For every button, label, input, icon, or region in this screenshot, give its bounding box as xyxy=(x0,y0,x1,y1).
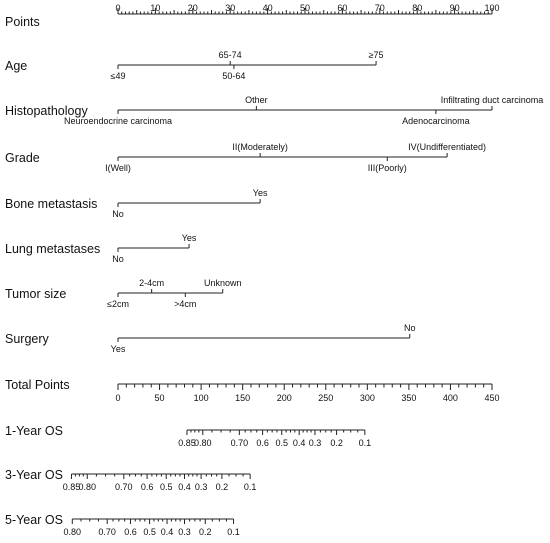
points-tick-label: 70 xyxy=(375,3,385,13)
total-tick-label: 100 xyxy=(194,393,209,403)
level-label-tumor-size: >4cm xyxy=(174,299,196,309)
points-tick-label: 40 xyxy=(263,3,273,13)
total-tick-label: 0 xyxy=(115,393,120,403)
total-points-label: Total Points xyxy=(5,378,70,392)
level-label-histopathology: Adenocarcinoma xyxy=(402,116,470,126)
points-tick-label: 10 xyxy=(150,3,160,13)
survival-tick-label-3-year-os: 0.5 xyxy=(160,482,173,492)
survival-tick-label-5-year-os: 0.4 xyxy=(161,527,174,537)
level-label-grade: I(Well) xyxy=(105,163,131,173)
points-tick-label: 50 xyxy=(300,3,310,13)
survival-tick-label-5-year-os: 0.2 xyxy=(199,527,212,537)
level-label-histopathology: Neuroendocrine carcinoma xyxy=(64,116,172,126)
level-label-surgery: Yes xyxy=(111,344,126,354)
points-tick-label: 30 xyxy=(225,3,235,13)
survival-tick-label-1-year-os: 0.6 xyxy=(256,438,269,448)
survival-tick-label-5-year-os: 0.3 xyxy=(178,527,191,537)
level-label-surgery: No xyxy=(404,323,416,333)
level-label-histopathology: Other xyxy=(245,95,268,105)
survival-tick-label-1-year-os: 0.1 xyxy=(359,438,372,448)
survival-label-5-year-os: 5-Year OS xyxy=(5,513,63,527)
survival-tick-label-1-year-os: 0.85 xyxy=(178,438,196,448)
level-label-age: ≥75 xyxy=(369,50,384,60)
survival-tick-label-5-year-os: 0.6 xyxy=(124,527,137,537)
survival-tick-label-3-year-os: 0.6 xyxy=(141,482,154,492)
points-tick-label: 100 xyxy=(484,3,499,13)
total-tick-label: 450 xyxy=(484,393,499,403)
points-tick-label: 80 xyxy=(412,3,422,13)
level-label-grade: IV(Undifferentiated) xyxy=(408,142,486,152)
variable-label-age: Age xyxy=(5,59,27,73)
level-label-bone-metastasis: No xyxy=(112,209,124,219)
survival-tick-label-1-year-os: 0.2 xyxy=(330,438,343,448)
variable-label-surgery: Surgery xyxy=(5,332,50,346)
level-label-age: ≤49 xyxy=(111,71,126,81)
survival-tick-label-3-year-os: 0.3 xyxy=(195,482,208,492)
level-label-histopathology: Infiltrating duct carcinoma xyxy=(441,95,544,105)
survival-tick-label-5-year-os: 0.80 xyxy=(64,527,82,537)
survival-tick-label-1-year-os: 0.80 xyxy=(194,438,212,448)
survival-tick-label-5-year-os: 0.1 xyxy=(227,527,240,537)
survival-label-1-year-os: 1-Year OS xyxy=(5,424,63,438)
level-label-lung-metastases: No xyxy=(112,254,124,264)
variable-label-histopathology: Histopathology xyxy=(5,104,88,118)
survival-tick-label-3-year-os: 0.1 xyxy=(244,482,257,492)
points-tick-label: 90 xyxy=(450,3,460,13)
points-scale-label: Points xyxy=(5,15,40,29)
points-tick-label: 0 xyxy=(115,3,120,13)
variable-label-bone-metastasis: Bone metastasis xyxy=(5,197,97,211)
level-label-age: 65-74 xyxy=(219,50,242,60)
variable-label-lung-metastases: Lung metastases xyxy=(5,242,100,256)
level-label-grade: II(Moderately) xyxy=(232,142,288,152)
survival-tick-label-3-year-os: 0.80 xyxy=(78,482,96,492)
total-tick-label: 150 xyxy=(235,393,250,403)
variable-label-grade: Grade xyxy=(5,151,40,165)
level-label-tumor-size: 2-4cm xyxy=(139,278,164,288)
total-tick-label: 50 xyxy=(155,393,165,403)
survival-tick-label-5-year-os: 0.70 xyxy=(98,527,116,537)
total-tick-label: 400 xyxy=(443,393,458,403)
variable-label-tumor-size: Tumor size xyxy=(5,287,66,301)
level-label-age: 50-64 xyxy=(222,71,245,81)
level-label-grade: III(Poorly) xyxy=(368,163,407,173)
survival-tick-label-1-year-os: 0.3 xyxy=(309,438,322,448)
survival-tick-label-3-year-os: 0.4 xyxy=(178,482,191,492)
survival-tick-label-3-year-os: 0.85 xyxy=(63,482,81,492)
survival-tick-label-1-year-os: 0.70 xyxy=(231,438,249,448)
survival-tick-label-1-year-os: 0.5 xyxy=(275,438,288,448)
points-tick-label: 20 xyxy=(188,3,198,13)
survival-tick-label-1-year-os: 0.4 xyxy=(293,438,306,448)
total-tick-label: 300 xyxy=(360,393,375,403)
total-tick-label: 350 xyxy=(401,393,416,403)
level-label-tumor-size: ≤2cm xyxy=(107,299,129,309)
points-tick-label: 60 xyxy=(337,3,347,13)
survival-label-3-year-os: 3-Year OS xyxy=(5,468,63,482)
survival-tick-label-3-year-os: 0.2 xyxy=(216,482,229,492)
level-label-bone-metastasis: Yes xyxy=(253,188,268,198)
survival-tick-label-3-year-os: 0.70 xyxy=(115,482,133,492)
level-label-lung-metastases: Yes xyxy=(182,233,197,243)
level-label-tumor-size: Unknown xyxy=(204,278,242,288)
total-tick-label: 250 xyxy=(318,393,333,403)
total-tick-label: 200 xyxy=(277,393,292,403)
survival-tick-label-5-year-os: 0.5 xyxy=(143,527,156,537)
